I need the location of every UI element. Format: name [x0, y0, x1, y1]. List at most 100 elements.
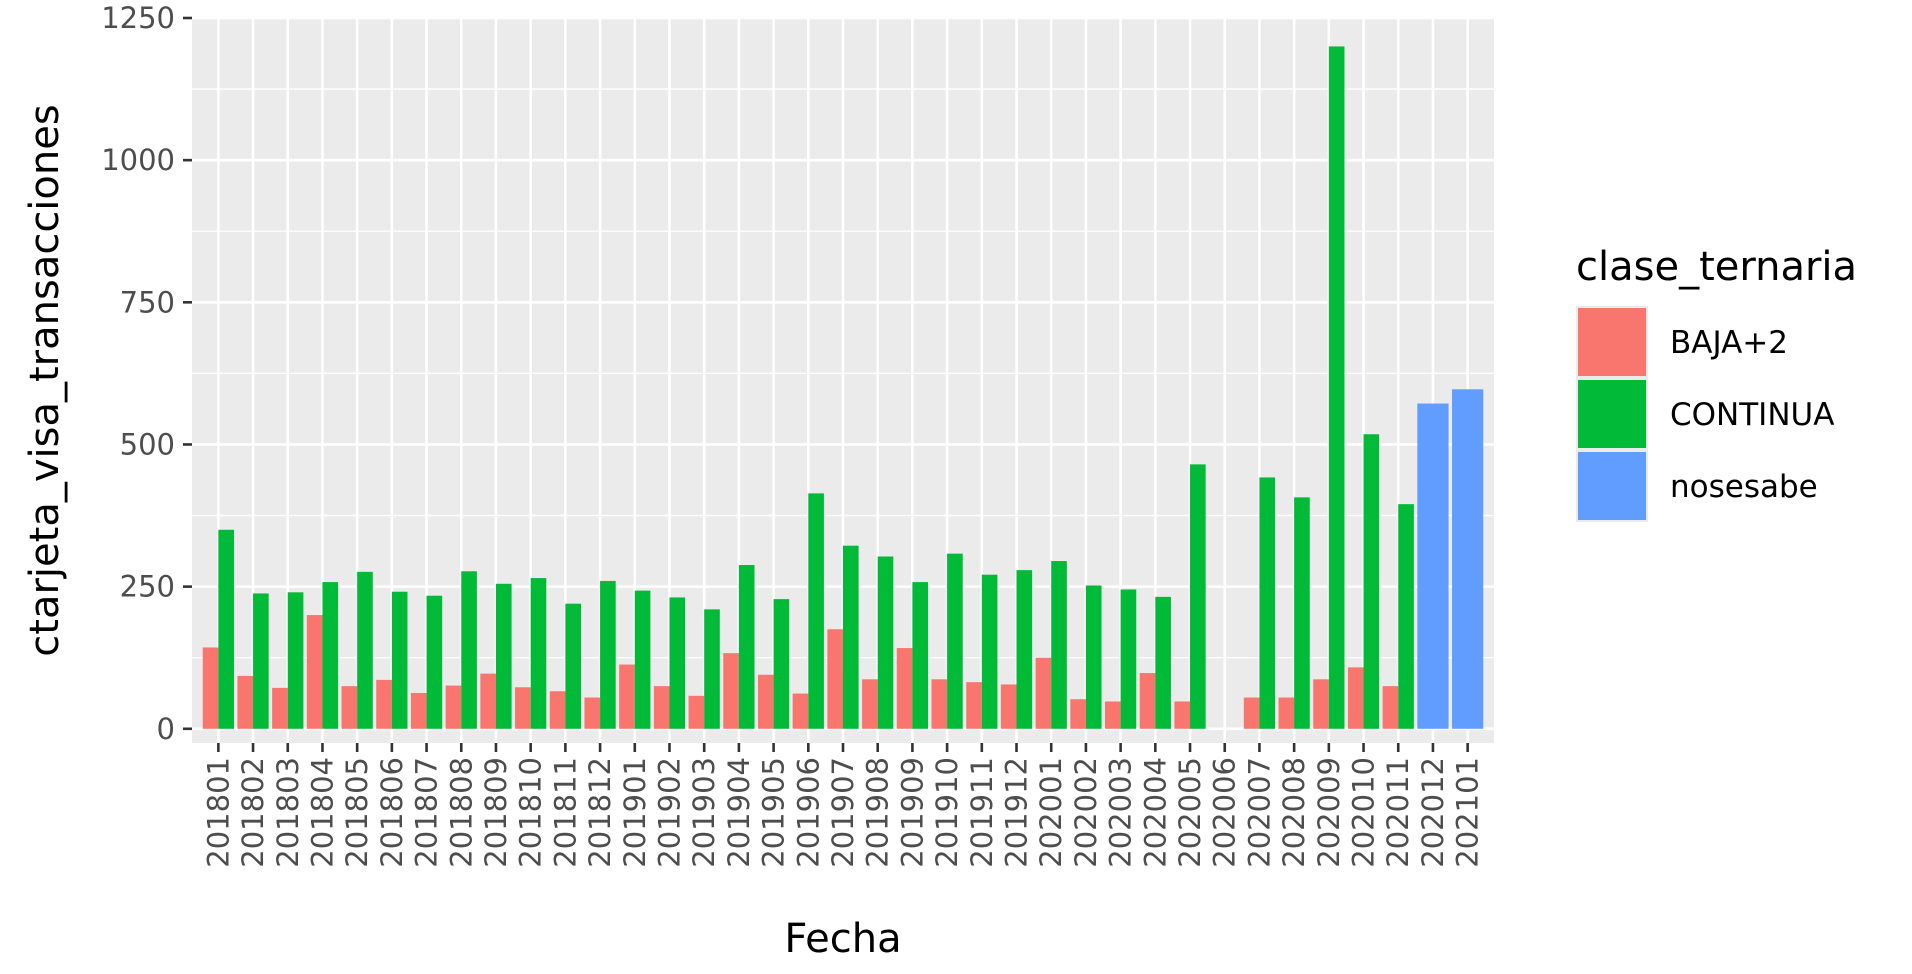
- bar-baja-2-201801: [202, 647, 219, 729]
- x-tick-label: 201809: [479, 757, 513, 868]
- y-tick-label: 1000: [101, 143, 175, 177]
- bar-baja-2-201803: [272, 687, 288, 729]
- x-tick-label: 201909: [895, 757, 929, 868]
- bar-baja-2-201906: [792, 693, 809, 729]
- bar-baja-2-202010: [1347, 667, 1364, 729]
- bar-baja-2-201904: [723, 653, 739, 729]
- legend-key-continua: [1578, 380, 1646, 448]
- bar-continua-202003: [1120, 589, 1137, 729]
- x-tick-label: 202007: [1242, 757, 1276, 868]
- x-tick-label: 201801: [201, 757, 235, 868]
- y-tick-label: 0: [157, 712, 175, 746]
- bar-continua-202008: [1294, 497, 1310, 729]
- legend-key-baja-2: [1578, 308, 1646, 376]
- x-tick-label: 201907: [826, 757, 860, 868]
- x-tick-label: 201911: [965, 757, 999, 868]
- bar-nosesabe-202012: [1417, 403, 1449, 729]
- bar-baja-2-202009: [1313, 679, 1329, 729]
- x-tick-label: 202006: [1208, 757, 1242, 868]
- x-tick-label: 202101: [1451, 757, 1485, 868]
- bar-baja-2-201810: [515, 687, 531, 729]
- x-tick-label: 201812: [583, 757, 617, 868]
- x-tick-label: 201804: [305, 757, 339, 868]
- x-tick-label: 201807: [410, 757, 444, 868]
- y-tick-label: 1250: [101, 1, 175, 35]
- bar-continua-201811: [565, 603, 581, 729]
- bar-baja-2-201812: [584, 697, 601, 729]
- bar-baja-2-201802: [237, 675, 254, 729]
- legend-label: CONTINUA: [1670, 397, 1834, 433]
- bar-continua-201809: [495, 583, 512, 729]
- bar-baja-2-201806: [376, 679, 392, 729]
- x-tick-label: 202011: [1381, 757, 1415, 868]
- x-tick-label: 201904: [722, 757, 756, 868]
- bar-continua-201812: [600, 580, 616, 729]
- x-tick-label: 202002: [1069, 757, 1103, 868]
- x-tick-label: 202001: [1034, 757, 1068, 868]
- bar-continua-202005: [1190, 464, 1206, 729]
- y-axis: 0 250 500 750 1000 1250: [101, 1, 192, 746]
- bar-baja-2-201907: [827, 629, 843, 729]
- x-tick-label: 201903: [687, 757, 721, 868]
- bar-continua-201901: [634, 590, 651, 729]
- x-tick-label: 201805: [340, 757, 374, 868]
- x-tick-label: 201906: [791, 757, 825, 868]
- x-tick-label: 201908: [861, 757, 895, 868]
- bar-baja-2-201909: [896, 648, 913, 729]
- bar-continua-201808: [461, 571, 477, 729]
- bar-baja-2-202004: [1139, 673, 1156, 729]
- bar-continua-201910: [947, 553, 963, 729]
- bar-baja-2-201808: [445, 685, 462, 729]
- bar-continua-202002: [1085, 585, 1102, 729]
- bar-baja-2-201902: [653, 686, 670, 729]
- bar-baja-2-201809: [480, 673, 496, 729]
- legend-key-nosesabe: [1578, 452, 1646, 520]
- legend-label: nosesabe: [1670, 469, 1818, 505]
- bar-baja-2-201912: [1000, 684, 1017, 729]
- x-tick-label: 201912: [1000, 757, 1034, 868]
- x-tick-label: 201901: [618, 757, 652, 868]
- bar-continua-202011: [1398, 504, 1414, 729]
- y-tick-label: 750: [120, 285, 175, 319]
- y-tick-label: 250: [120, 570, 175, 604]
- x-tick-label: 201810: [514, 757, 548, 868]
- x-tick-label: 202003: [1104, 757, 1138, 868]
- bars: [202, 46, 1484, 729]
- bar-continua-201903: [704, 609, 720, 729]
- bar-baja-2-202011: [1382, 686, 1399, 729]
- bar-continua-201805: [357, 571, 373, 729]
- bar-continua-201804: [322, 582, 339, 729]
- bar-continua-201908: [877, 556, 894, 729]
- bar-baja-2-201804: [306, 615, 323, 729]
- x-axis-title: Fecha: [784, 916, 901, 962]
- bar-continua-201911: [981, 574, 998, 729]
- bar-continua-201912: [1016, 570, 1033, 729]
- bar-continua-201905: [773, 599, 790, 729]
- bar-baja-2-202002: [1070, 699, 1086, 729]
- bar-continua-201909: [912, 582, 929, 729]
- x-tick-label: 201910: [930, 757, 964, 868]
- bar-baja-2-202007: [1243, 697, 1260, 729]
- legend-label: BAJA+2: [1670, 325, 1788, 361]
- bar-continua-201902: [669, 597, 686, 729]
- bar-continua-202001: [1051, 561, 1067, 729]
- bar-continua-201801: [218, 529, 234, 729]
- bar-continua-202004: [1155, 596, 1171, 729]
- bar-continua-201802: [253, 593, 269, 729]
- bar-baja-2-201901: [619, 664, 635, 729]
- bar-nosesabe-202101: [1452, 389, 1484, 729]
- bar-baja-2-201805: [341, 686, 358, 729]
- bar-baja-2-201807: [410, 692, 427, 729]
- y-tick-label: 500: [120, 427, 175, 461]
- bar-continua-201803: [287, 592, 304, 729]
- x-tick-label: 202004: [1138, 757, 1172, 868]
- bar-baja-2-201811: [549, 691, 566, 729]
- bar-baja-2-202003: [1105, 701, 1121, 729]
- bar-continua-202009: [1328, 46, 1345, 729]
- x-tick-label: 202008: [1277, 757, 1311, 868]
- x-tick-label: 202012: [1416, 757, 1450, 868]
- x-tick-label: 201902: [652, 757, 686, 868]
- x-tick-label: 201905: [757, 757, 791, 868]
- x-tick-label: 202005: [1173, 757, 1207, 868]
